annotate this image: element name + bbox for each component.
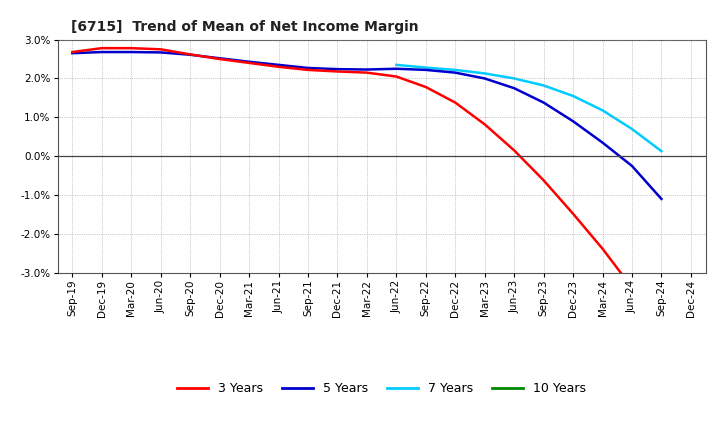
5 Years [333,66,342,72]
Text: [6715]  Trend of Mean of Net Income Margin: [6715] Trend of Mean of Net Income Margi… [71,20,418,34]
7 Years [569,93,577,99]
5 Years [451,70,459,75]
3 Years [186,52,194,57]
3 Years [421,84,430,90]
3 Years [569,211,577,216]
3 Years [657,328,666,333]
7 Years [510,76,518,81]
5 Years [657,196,666,202]
5 Years [363,67,372,72]
5 Years [598,140,607,145]
3 Years [156,47,165,52]
5 Years [539,100,548,105]
5 Years [569,118,577,124]
5 Years [245,59,253,64]
7 Years [480,71,489,76]
5 Years [480,76,489,81]
3 Years [97,45,106,51]
Line: 3 Years: 3 Years [72,48,662,330]
5 Years [127,49,135,55]
5 Years [274,62,283,67]
3 Years [68,49,76,55]
3 Years [451,100,459,105]
3 Years [127,45,135,51]
3 Years [215,56,224,62]
5 Years [156,50,165,55]
3 Years [304,67,312,73]
5 Years [628,163,636,169]
7 Years [539,83,548,88]
3 Years [333,69,342,74]
3 Years [598,246,607,251]
5 Years [68,51,76,56]
Legend: 3 Years, 5 Years, 7 Years, 10 Years: 3 Years, 5 Years, 7 Years, 10 Years [172,377,591,400]
7 Years [451,67,459,73]
3 Years [392,74,400,79]
3 Years [510,148,518,153]
3 Years [628,285,636,290]
5 Years [510,85,518,91]
7 Years [598,108,607,113]
7 Years [628,126,636,132]
5 Years [421,67,430,73]
3 Years [274,64,283,70]
7 Years [421,65,430,70]
5 Years [215,55,224,61]
7 Years [392,62,400,67]
5 Years [392,66,400,71]
Line: 7 Years: 7 Years [396,65,662,151]
3 Years [245,60,253,66]
Line: 5 Years: 5 Years [72,52,662,199]
5 Years [186,52,194,57]
5 Years [97,49,106,55]
7 Years [657,149,666,154]
5 Years [304,65,312,70]
3 Years [480,122,489,127]
3 Years [539,178,548,183]
3 Years [363,70,372,75]
